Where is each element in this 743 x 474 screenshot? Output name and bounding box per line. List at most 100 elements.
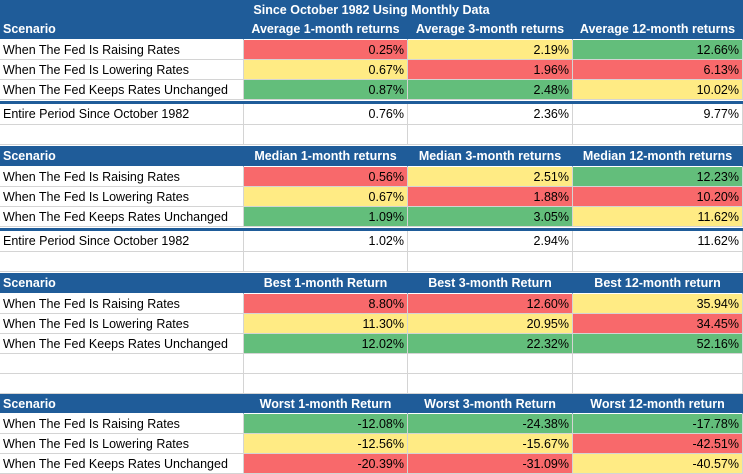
scenario-header[interactable]: Scenario [0, 19, 244, 40]
total-value[interactable]: 2.36% [408, 104, 573, 125]
value-cell[interactable]: 0.67% [244, 60, 408, 80]
column-header[interactable]: Worst 3-month Return [408, 394, 573, 414]
value-cell[interactable]: 3.05% [408, 207, 573, 227]
value-cell[interactable]: -17.78% [573, 414, 743, 434]
scenario-label[interactable]: When The Fed Is Lowering Rates [0, 60, 244, 80]
column-header[interactable]: Average 12-month returns [573, 19, 743, 40]
value-cell[interactable]: 0.25% [244, 40, 408, 60]
scenario-label[interactable]: When The Fed Keeps Rates Unchanged [0, 207, 244, 227]
value-cell[interactable]: 11.30% [244, 314, 408, 334]
total-value[interactable]: 1.02% [244, 231, 408, 252]
empty-cell[interactable] [408, 354, 573, 374]
column-header[interactable]: Best 1-month Return [244, 273, 408, 294]
value-cell[interactable]: 2.48% [408, 80, 573, 100]
scenario-header[interactable]: Scenario [0, 273, 244, 294]
value-cell[interactable]: -15.67% [408, 434, 573, 454]
scenario-label[interactable]: When The Fed Is Raising Rates [0, 40, 244, 60]
empty-cell[interactable] [0, 125, 244, 145]
column-header[interactable]: Median 3-month returns [408, 146, 573, 167]
value-cell[interactable]: -20.39% [244, 454, 408, 474]
value-cell[interactable]: 2.19% [408, 40, 573, 60]
value-cell[interactable]: 12.66% [573, 40, 743, 60]
empty-cell[interactable] [408, 252, 573, 272]
total-label[interactable]: Entire Period Since October 1982 [0, 104, 244, 125]
value-cell[interactable]: 12.23% [573, 167, 743, 187]
scenario-header[interactable]: Scenario [0, 146, 244, 167]
empty-cell[interactable] [244, 125, 408, 145]
empty-cell[interactable] [408, 125, 573, 145]
total-value[interactable]: 2.94% [408, 231, 573, 252]
value-cell[interactable]: 10.02% [573, 80, 743, 100]
empty-cell[interactable] [244, 374, 408, 394]
scenario-label[interactable]: When The Fed Is Raising Rates [0, 167, 244, 187]
empty-cell[interactable] [244, 354, 408, 374]
column-header[interactable]: Best 3-month Return [408, 273, 573, 294]
empty-row [0, 125, 743, 145]
value-cell[interactable]: 0.56% [244, 167, 408, 187]
scenario-label[interactable]: When The Fed Is Raising Rates [0, 294, 244, 314]
total-value[interactable]: 0.76% [244, 104, 408, 125]
total-value[interactable]: 9.77% [573, 104, 743, 125]
column-header[interactable]: Best 12-month return [573, 273, 743, 294]
header-row: Scenario Median 1-month returns Median 3-m… [0, 146, 743, 167]
separator-band [0, 101, 743, 104]
value-cell[interactable]: 11.62% [573, 207, 743, 227]
value-cell[interactable]: 2.51% [408, 167, 573, 187]
scenario-label[interactable]: When The Fed Is Raising Rates [0, 414, 244, 434]
empty-cell[interactable] [573, 374, 743, 394]
value-cell[interactable]: 1.88% [408, 187, 573, 207]
value-cell[interactable]: 34.45% [573, 314, 743, 334]
value-cell[interactable]: 1.96% [408, 60, 573, 80]
scenario-label[interactable]: When The Fed Keeps Rates Unchanged [0, 334, 244, 354]
total-label[interactable]: Entire Period Since October 1982 [0, 231, 244, 252]
empty-cell[interactable] [573, 125, 743, 145]
table-row: When The Fed Keeps Rates Unchanged 12.02%… [0, 334, 743, 354]
value-cell[interactable]: 12.02% [244, 334, 408, 354]
total-row: Entire Period Since October 1982 1.02% 2.9… [0, 231, 743, 252]
value-cell[interactable]: -12.08% [244, 414, 408, 434]
value-cell[interactable]: -40.57% [573, 454, 743, 474]
empty-cell[interactable] [0, 252, 244, 272]
empty-cell[interactable] [0, 354, 244, 374]
value-cell[interactable]: -42.51% [573, 434, 743, 454]
value-cell[interactable]: -12.56% [244, 434, 408, 454]
value-cell[interactable]: 0.87% [244, 80, 408, 100]
value-cell[interactable]: 12.60% [408, 294, 573, 314]
value-cell[interactable]: 52.16% [573, 334, 743, 354]
value-cell[interactable]: 20.95% [408, 314, 573, 334]
value-cell[interactable]: 1.09% [244, 207, 408, 227]
empty-cell[interactable] [573, 354, 743, 374]
empty-cell[interactable] [573, 252, 743, 272]
value-cell[interactable]: 0.67% [244, 187, 408, 207]
separator-band [0, 228, 743, 231]
scenario-label[interactable]: When The Fed Is Lowering Rates [0, 434, 244, 454]
scenario-label[interactable]: When The Fed Is Lowering Rates [0, 314, 244, 334]
value-cell[interactable]: 8.80% [244, 294, 408, 314]
value-cell[interactable]: -24.38% [408, 414, 573, 434]
scenario-label[interactable]: When The Fed Keeps Rates Unchanged [0, 454, 244, 474]
column-header[interactable]: Median 1-month returns [244, 146, 408, 167]
table-row: When The Fed Is Raising Rates -12.08% -24.… [0, 414, 743, 434]
empty-cell[interactable] [244, 252, 408, 272]
value-cell[interactable]: 6.13% [573, 60, 743, 80]
value-cell[interactable]: 35.94% [573, 294, 743, 314]
value-cell[interactable]: 22.32% [408, 334, 573, 354]
table-row: When The Fed Keeps Rates Unchanged -20.39… [0, 454, 743, 474]
column-header[interactable]: Worst 1-month Return [244, 394, 408, 414]
value-cell[interactable]: -31.09% [408, 454, 573, 474]
total-value[interactable]: 11.62% [573, 231, 743, 252]
column-header[interactable]: Worst 12-month return [573, 394, 743, 414]
column-header[interactable]: Average 1-month returns [244, 19, 408, 40]
empty-cell[interactable] [0, 374, 244, 394]
value-cell[interactable]: 10.20% [573, 187, 743, 207]
table-row: When The Fed Keeps Rates Unchanged 1.09% 3… [0, 207, 743, 227]
column-header[interactable]: Average 3-month returns [408, 19, 573, 40]
scenario-label[interactable]: When The Fed Keeps Rates Unchanged [0, 80, 244, 100]
title-row: Since October 1982 Using Monthly Data [0, 0, 743, 19]
scenario-label[interactable]: When The Fed Is Lowering Rates [0, 187, 244, 207]
column-header[interactable]: Median 12-month returns [573, 146, 743, 167]
sheet-title[interactable]: Since October 1982 Using Monthly Data [253, 2, 490, 17]
scenario-header[interactable]: Scenario [0, 394, 244, 414]
empty-cell[interactable] [408, 374, 573, 394]
